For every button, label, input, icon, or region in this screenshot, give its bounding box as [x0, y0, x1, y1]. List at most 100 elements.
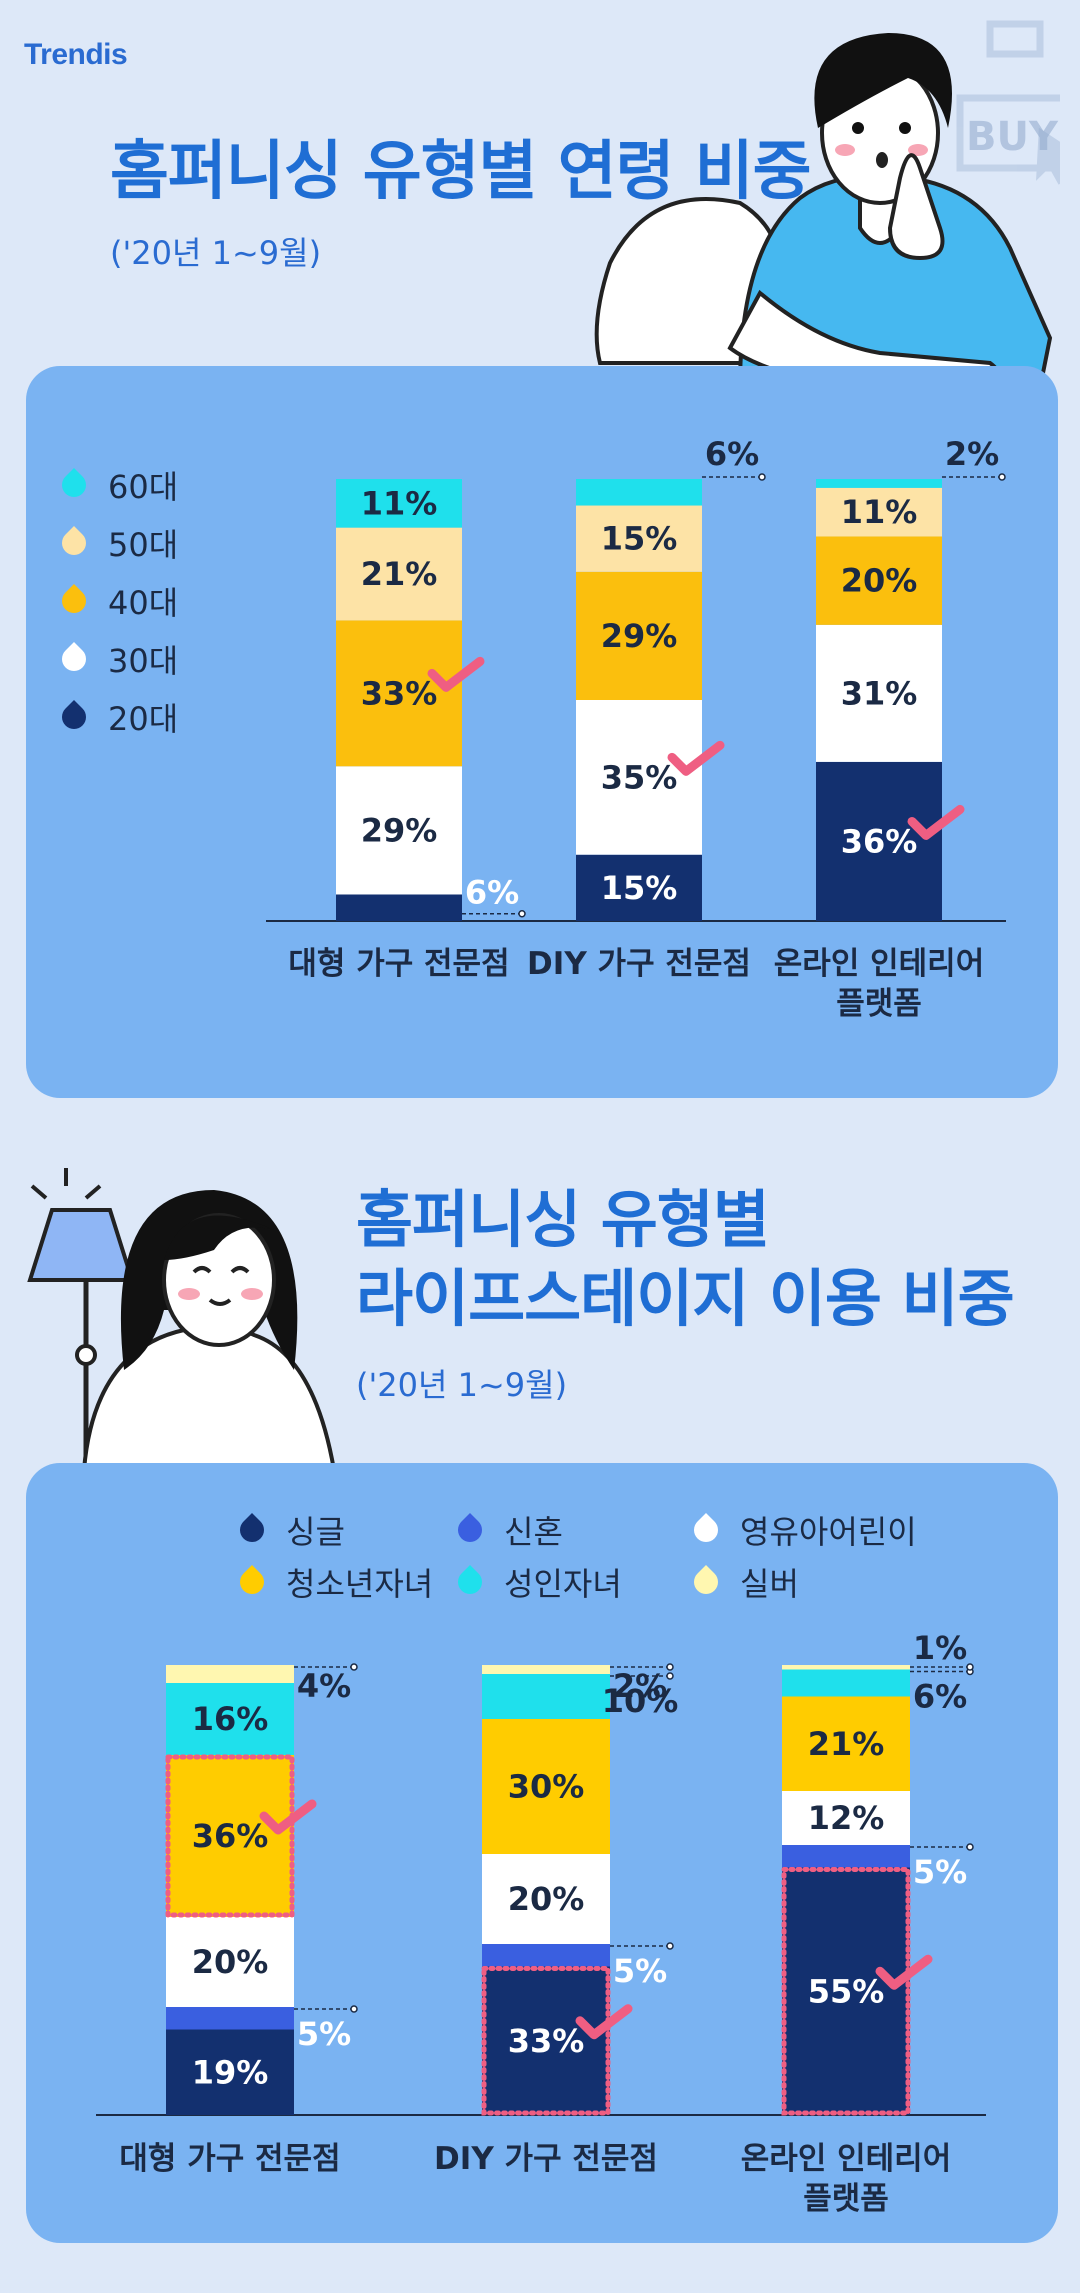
legend-swatch-icon [57, 700, 91, 734]
data-label: 20% [841, 562, 918, 600]
data-label: 12% [808, 1799, 885, 1837]
legend-item: 청소년자녀 [235, 1559, 434, 1605]
bar-segment-싱글 [166, 2029, 294, 2115]
legend-label: 60대 [108, 468, 179, 506]
bar-segment-60대 [336, 479, 462, 528]
legend-label: 영유아어린이 [740, 1513, 917, 1551]
legend-label: 50대 [108, 526, 179, 564]
data-label: 6% [913, 1678, 967, 1716]
legend-swatch-icon [453, 1565, 487, 1599]
leader-dot [666, 1672, 674, 1680]
highlight-box [481, 1966, 611, 2116]
logo: Trendis [24, 38, 128, 71]
data-label: 20% [192, 1943, 269, 1981]
data-label: 55% [808, 1972, 885, 2010]
bar-segment-30대 [576, 700, 702, 855]
data-label: 15% [601, 520, 678, 558]
page-title: 홈퍼니싱 유형별 연령 비중 [110, 135, 812, 209]
leader-dot [998, 473, 1006, 481]
data-label: 11% [361, 484, 438, 522]
leader-dot [666, 1942, 674, 1950]
bar-segment-실버 [482, 1665, 610, 1674]
legend-swatch-icon [235, 1565, 269, 1599]
legend-swatch-icon [689, 1565, 723, 1599]
category-label: 온라인 인테리어 [774, 946, 984, 982]
check-mark-icon [575, 2004, 633, 2040]
bar-segment-실버 [166, 1665, 294, 1683]
legend-swatch-icon [57, 526, 91, 560]
leader-dot [350, 2005, 358, 2013]
bar-segment-60대 [576, 479, 702, 506]
category-label: 대형 가구 전문점 [119, 2141, 340, 2177]
bar-segment-실버 [782, 1665, 910, 1670]
data-label: 21% [808, 1725, 885, 1763]
bar-segment-신혼 [166, 2007, 294, 2030]
data-label: 36% [192, 1817, 269, 1855]
leader-dot [758, 473, 766, 481]
data-label: 2% [945, 435, 999, 473]
buy-sign-icon [956, 20, 1060, 185]
data-label: 29% [361, 811, 438, 849]
legend-swatch-icon [57, 468, 91, 502]
legend-swatch-icon [57, 584, 91, 618]
woman-illustration [27, 1168, 337, 1470]
data-label: 11% [841, 493, 918, 531]
data-label: 10% [602, 1682, 679, 1720]
data-label: 31% [841, 674, 918, 712]
legend-item: 싱글 [235, 1507, 345, 1553]
check-mark-icon [907, 804, 965, 840]
bar-segment-20대 [816, 761, 942, 921]
bar-segment-30대 [816, 624, 942, 762]
data-label: 19% [192, 2053, 269, 2091]
data-label: 33% [361, 674, 438, 712]
bar-segment-40대 [576, 571, 702, 700]
buy-text: BUY [966, 114, 1059, 160]
lifestage-title: 홈퍼니싱 유형별 라이프스테이지 이용 비중 [356, 1183, 1015, 1336]
data-label: 15% [601, 869, 678, 907]
legend-label: 실버 [740, 1565, 799, 1603]
legend-swatch-icon [235, 1513, 269, 1547]
bar-segment-50대 [816, 487, 942, 537]
data-label: 1% [913, 1629, 967, 1667]
bar-segment-청소년자녀 [482, 1719, 610, 1854]
data-label: 6% [465, 874, 519, 912]
legend-item: 60대 [57, 462, 179, 508]
legend-label: 청소년자녀 [286, 1565, 434, 1603]
lifestage-period-label: ('20년 1~9월) [356, 1366, 568, 1404]
data-label: 30% [508, 1768, 585, 1806]
leader-dot [966, 1663, 974, 1671]
check-mark-icon [875, 1954, 933, 1990]
bar-segment-신혼 [782, 1845, 910, 1868]
legend-label: 신혼 [504, 1513, 563, 1551]
highlight-box [781, 1867, 911, 2116]
leader-dot [350, 1663, 358, 1671]
bar-segment-신혼 [482, 1944, 610, 1967]
legend-item: 성인자녀 [453, 1559, 622, 1605]
data-label: 29% [601, 617, 678, 655]
legend-label: 싱글 [286, 1513, 345, 1551]
category-label: 대형 가구 전문점 [288, 946, 509, 982]
leader-dot [518, 909, 526, 918]
legend-item: 영유아어린이 [689, 1507, 917, 1553]
lifestage-chart-panel: 싱글 신혼 영유아어린이 청소년자녀 성인자녀 실버 19% 5% 20% 36% 16% 4% 대형… [26, 1463, 1058, 2243]
legend-item: 50대 [57, 520, 179, 566]
data-label: 5% [613, 1952, 667, 1990]
bar-segment-40대 [336, 620, 462, 767]
legend-swatch-icon [453, 1513, 487, 1547]
legend-item: 40대 [57, 578, 178, 624]
data-label: 21% [361, 555, 438, 593]
data-label: 20% [508, 1880, 585, 1918]
bar-segment-성인자녀 [482, 1674, 610, 1719]
bar-segment-청소년자녀 [166, 1755, 294, 1917]
bar-segment-싱글 [482, 1966, 610, 2115]
legend-item: 실버 [689, 1559, 799, 1605]
bar-segment-50대 [576, 505, 702, 572]
data-label: 5% [913, 1853, 967, 1891]
man-illustration: BUY [594, 20, 1060, 388]
check-mark-icon [427, 656, 485, 692]
legend-swatch-icon [689, 1513, 723, 1547]
category-label: DIY 가구 전문점 [527, 946, 751, 982]
lifestage-stacked-bar-chart: 19%5%20%36%16%4%대형 가구 전문점33%5%20%30%10%2… [96, 1629, 986, 2217]
bar-segment-30대 [336, 766, 462, 895]
data-label: 36% [841, 822, 918, 860]
